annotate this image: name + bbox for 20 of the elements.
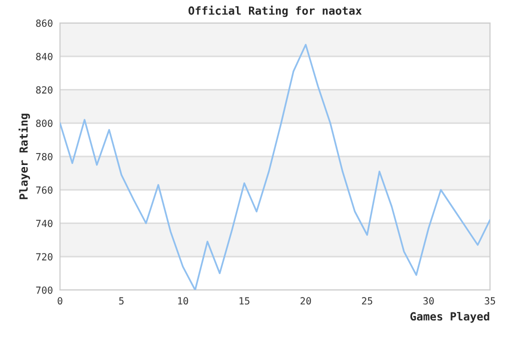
x-tick-label: 35 (484, 297, 496, 305)
y-tick-label: 760 (36, 186, 52, 194)
y-tick-label: 800 (36, 120, 52, 127)
y-tick-label: 820 (36, 86, 52, 94)
y-tick-label: 740 (36, 220, 52, 228)
chart-title: Official Rating for naotax (188, 6, 362, 17)
x-tick-label: 10 (178, 297, 188, 305)
y-tick-label: 720 (36, 253, 52, 260)
x-tick-label: 30 (423, 297, 434, 305)
y-axis-title: Player Rating (18, 114, 30, 200)
x-tick-label: 5 (119, 297, 124, 305)
x-tick-label: 0 (58, 297, 62, 305)
y-tick-label: 700 (36, 286, 52, 294)
y-tick-label: 780 (36, 153, 52, 160)
y-tick-label: 860 (36, 20, 52, 27)
y-tick-label: 840 (36, 52, 52, 60)
x-axis-title: Games Played (410, 312, 490, 323)
x-tick-label: 15 (240, 297, 250, 305)
x-tick-label: 25 (362, 297, 372, 305)
x-tick-label: 20 (300, 297, 311, 305)
